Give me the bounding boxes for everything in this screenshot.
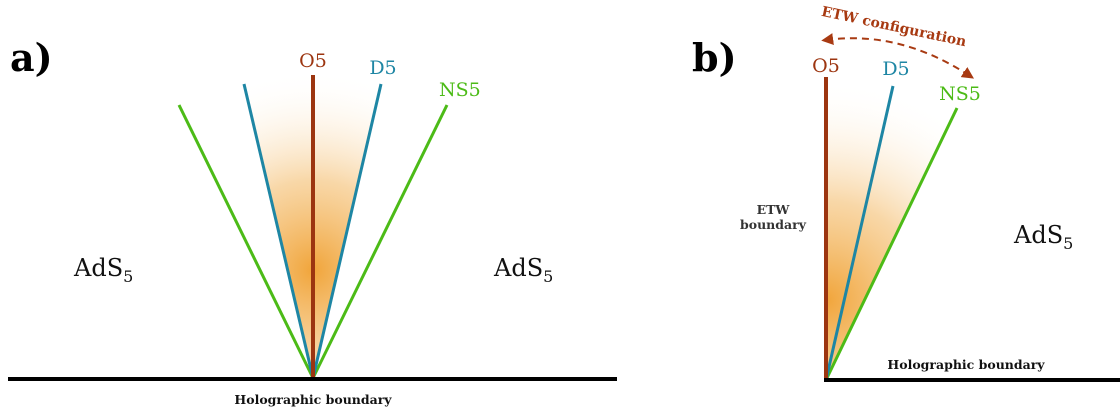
holographic-boundary-label-b: Holographic boundary: [887, 357, 1045, 372]
ns5-brane-right: [311, 104, 449, 379]
ns5-label-b: NS5: [939, 83, 981, 105]
etw-configuration-arrow: [821, 33, 975, 79]
panel-b: b) O5 D5 NS5 ETW configuration ETW bound…: [692, 4, 1120, 382]
ads-label-left: AdS5: [73, 254, 133, 286]
etw-boundary-label-line2: boundary: [740, 217, 807, 232]
holographic-boundary-label-a: Holographic boundary: [234, 392, 392, 407]
energy-glow-b: [826, 81, 960, 380]
d5-brane-b: [824, 85, 895, 381]
d5-brane-left: [242, 83, 315, 379]
d5-brane-right: [311, 83, 383, 379]
etw-boundary-label-line1: ETW: [757, 202, 791, 217]
ns5-brane-b: [824, 107, 959, 381]
ads-label-b: AdS5: [1013, 221, 1073, 253]
ns5-brane-left: [177, 104, 315, 379]
o5-label-a: O5: [299, 50, 327, 72]
panel-b-label: b): [692, 35, 737, 80]
panel-a: a) O5 D5 NS5 AdS5 AdS5 Holographic bound…: [8, 35, 617, 407]
etw-configuration-label: ETW configuration: [820, 4, 968, 50]
ads-label-right: AdS5: [493, 254, 553, 286]
o5-label-b: O5: [812, 55, 840, 77]
d5-label-a: D5: [369, 57, 396, 79]
panel-a-label: a): [10, 35, 53, 80]
d5-label-b: D5: [882, 58, 909, 80]
ns5-label-a: NS5: [439, 79, 481, 101]
